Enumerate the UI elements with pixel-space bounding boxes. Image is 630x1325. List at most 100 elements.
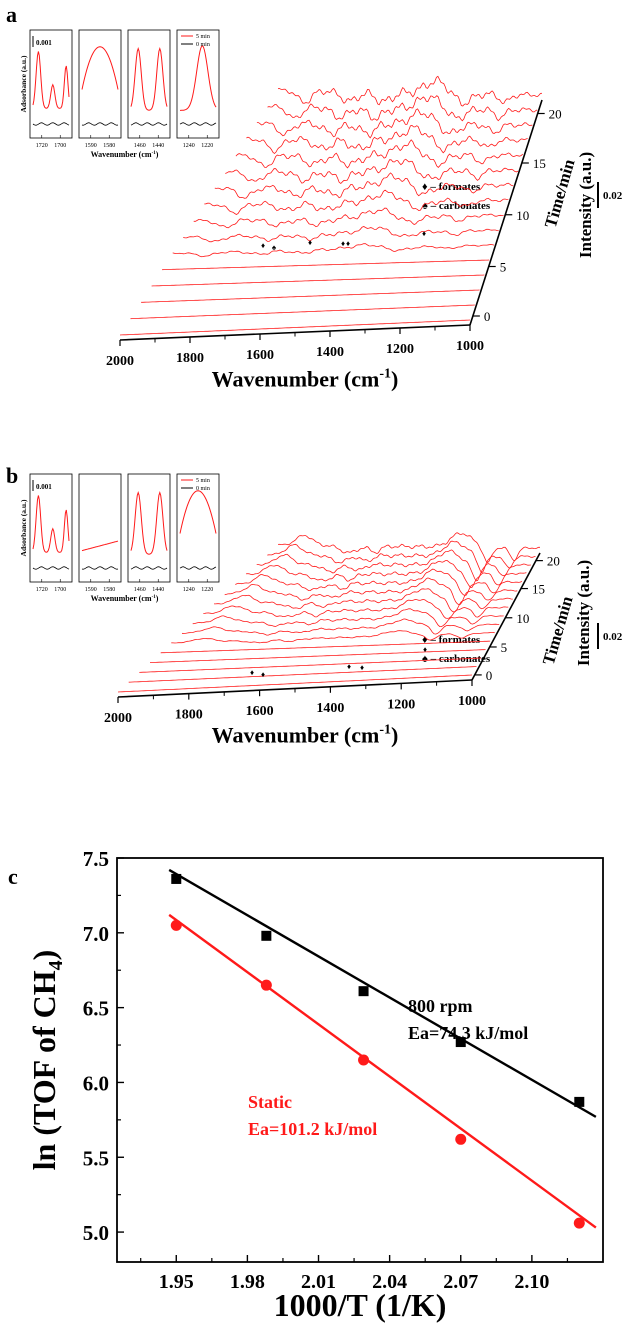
intensity-axis-title: Intensity (a.u.)	[576, 152, 595, 258]
spectrum-trace	[277, 532, 540, 564]
peak-marker: ♦	[422, 229, 426, 238]
inset-trace-5min	[180, 45, 217, 111]
data-point	[455, 1037, 466, 1048]
peak-marker: ♦	[341, 239, 345, 248]
time-axis-line	[471, 552, 541, 681]
series-annotation: Static	[248, 1092, 292, 1112]
x-tick-label: 1800	[176, 351, 204, 366]
peak-marker: ♦	[347, 662, 351, 671]
peak-marker: ♦	[261, 670, 265, 679]
spectrum-trace	[225, 158, 519, 185]
spectrum-trace	[117, 674, 473, 693]
x-axis-title: 1000/T (1/K)	[274, 1287, 447, 1323]
x-tick-label: 2.10	[514, 1271, 549, 1293]
inset-scale-label: 0.001	[36, 39, 52, 47]
x-tick-label: 1.95	[159, 1271, 194, 1293]
spectrum-trace	[277, 75, 543, 107]
inset-x-label: Wavenumber (cm-1)	[91, 594, 159, 603]
inset: Adsorbance (a.u.) 1720 1700 1590 1580 1460 144…	[19, 29, 220, 159]
y-axis-title: ln (TOF of CH4)	[26, 950, 67, 1171]
inset-trace-0min	[81, 566, 119, 570]
inset-box	[127, 473, 171, 583]
inset-legend-5min: 5 min	[196, 478, 210, 484]
inset-box	[29, 29, 73, 139]
x-tick-label: 1000	[456, 339, 484, 354]
inset: Adsorbance (a.u.) 1720 1700 1590 1580 1460 144…	[19, 473, 220, 603]
spectrum-trace	[193, 207, 504, 229]
y-tick-label: 7.0	[83, 922, 109, 946]
inset-trace-5min	[130, 47, 168, 111]
x-tick-label: 1200	[386, 342, 414, 357]
inset-trace-0min	[130, 566, 168, 570]
inset-tick-label: 1440	[152, 587, 164, 593]
inset-tick-label: 1580	[103, 587, 115, 593]
inset-legend-0min: 0 min	[196, 486, 210, 492]
time-axis-line	[469, 99, 543, 326]
time-tick-label: 10	[516, 611, 529, 626]
x-tick-label: 1600	[246, 348, 274, 363]
spectrum-trace	[149, 649, 486, 663]
peak-marker: ♦	[346, 239, 350, 248]
spectrum-trace	[139, 657, 482, 673]
time-tick-label: 5	[501, 640, 508, 655]
x-tick-label: 1000	[458, 694, 486, 709]
inset-tick-label: 1720	[36, 587, 48, 593]
inset-legend-0min: 0 min	[196, 42, 210, 48]
y-tick-label: 6.5	[83, 997, 109, 1021]
data-point	[171, 873, 182, 884]
inset-tick-label: 1590	[85, 587, 97, 593]
x-tick-label: 2000	[106, 354, 134, 369]
inset-tick-label: 1240	[183, 587, 195, 593]
data-point	[358, 1054, 370, 1066]
x-axis-title: Wavenumber (cm-1)	[212, 367, 399, 392]
peak-marker: ♦	[423, 645, 427, 654]
inset-tick-label: 1460	[134, 143, 146, 149]
data-point	[358, 986, 369, 997]
inset-x-label: Wavenumber (cm-1)	[91, 150, 159, 159]
data-point	[170, 919, 182, 931]
inset-trace-0min	[179, 122, 217, 126]
inset-tick-label: 1590	[85, 143, 97, 149]
panel-label: c	[8, 864, 18, 889]
x-tick-label: 2.04	[372, 1271, 407, 1293]
inset-trace-5min	[32, 51, 70, 109]
inset-box	[176, 473, 220, 583]
time-tick-label: 5	[500, 260, 507, 275]
spectrum-trace	[128, 666, 477, 683]
x-tick-label: 1200	[387, 697, 415, 712]
x-tick-label: 2.01	[301, 1271, 336, 1293]
spectrum-trace	[267, 540, 536, 574]
spectrum-trace	[256, 108, 533, 139]
data-point	[261, 930, 272, 941]
peak-marker: ♦	[308, 238, 312, 247]
time-tick-label: 10	[516, 208, 529, 223]
x-tick-label: 1400	[316, 701, 344, 716]
spectrum-trace	[203, 598, 509, 619]
inset-trace-5min	[81, 46, 119, 90]
fit-line	[168, 913, 597, 1229]
spectrum-trace	[119, 319, 471, 336]
spectrum-trace	[162, 259, 490, 271]
inset-legend-5min: 5 min	[196, 34, 210, 40]
inset-trace-5min	[81, 540, 119, 552]
inset-trace-0min	[130, 122, 168, 126]
series-annotation: 800 rpm	[408, 996, 473, 1016]
fit-line	[168, 868, 597, 1118]
inset-box	[78, 473, 122, 583]
spectrum-trace	[172, 243, 495, 258]
time-axis-title: Time/min	[539, 593, 577, 667]
spectrum-trace	[181, 618, 500, 636]
y-tick-label: 5.0	[83, 1221, 109, 1245]
time-axis-title: Time/min	[541, 156, 579, 230]
spectrum-trace	[204, 189, 509, 215]
time-tick-label: 15	[532, 582, 545, 597]
inset-tick-label: 1700	[54, 587, 66, 593]
spectrum-trace	[130, 304, 475, 320]
spectrum-trace	[246, 125, 528, 155]
spectrum-trace	[192, 608, 504, 627]
inset-box	[78, 29, 122, 139]
spectrum-trace	[214, 172, 514, 199]
inset-scale-label: 0.001	[36, 483, 52, 491]
inset-y-label: Adsorbance (a.u.)	[19, 499, 28, 556]
